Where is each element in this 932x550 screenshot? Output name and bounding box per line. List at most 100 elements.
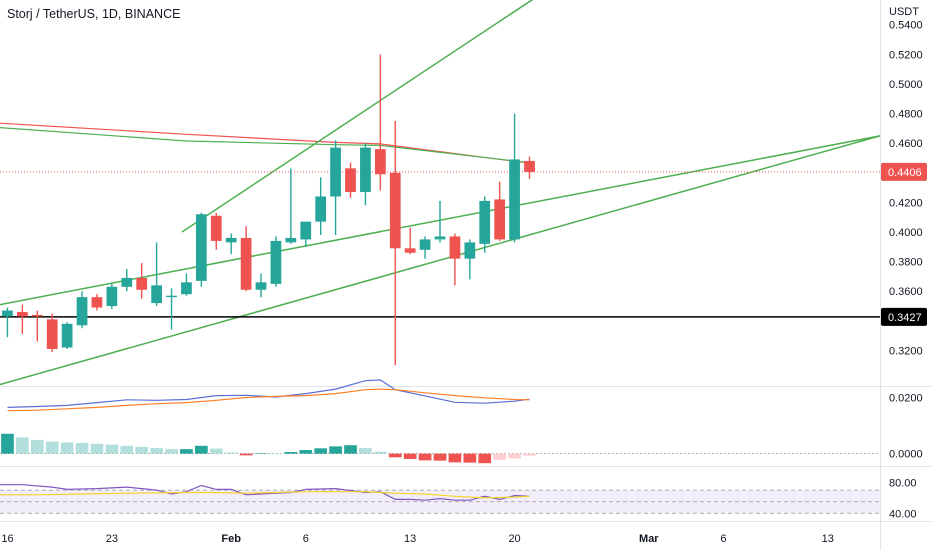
macd-histogram-bar bbox=[60, 442, 74, 454]
macd-histogram-bar bbox=[16, 437, 29, 454]
macd-histogram-bar bbox=[448, 453, 462, 463]
candle-up bbox=[151, 285, 162, 304]
macd-histogram-bar bbox=[165, 449, 178, 454]
candle-down bbox=[374, 149, 386, 175]
time-tick-label: 13 bbox=[404, 533, 416, 545]
candle-up bbox=[464, 242, 476, 259]
last-price-label: 0.4406 bbox=[888, 167, 922, 179]
candle-down bbox=[136, 277, 148, 290]
time-tick-label: 23 bbox=[106, 533, 118, 545]
candle-up bbox=[509, 159, 520, 240]
candle-up bbox=[255, 282, 267, 290]
time-tick-label: 20 bbox=[508, 533, 520, 545]
time-tick-label: Feb bbox=[221, 533, 241, 545]
candle-up bbox=[300, 221, 312, 240]
candle-up bbox=[76, 297, 88, 326]
macd-histogram-bar bbox=[403, 453, 417, 459]
macd-tick-label: 0.0200 bbox=[889, 393, 923, 405]
candle-up bbox=[434, 236, 446, 240]
trendline bbox=[0, 135, 880, 386]
macd-histogram-bar bbox=[508, 453, 521, 459]
candle-up bbox=[106, 286, 118, 307]
macd-histogram-bar bbox=[75, 442, 89, 454]
macd-histogram-bar bbox=[284, 451, 298, 454]
macd-histogram-bar bbox=[180, 449, 193, 454]
macd-histogram-bar bbox=[463, 453, 477, 463]
macd-histogram-bar bbox=[1, 433, 14, 454]
macd-histogram-bar bbox=[374, 451, 387, 454]
rsi-tick-label: 40.00 bbox=[889, 508, 917, 520]
macd-histogram-bar bbox=[150, 448, 163, 454]
candle-up bbox=[360, 147, 371, 193]
macd-histogram-bar bbox=[314, 448, 328, 454]
candle-down bbox=[31, 314, 43, 317]
candle-down bbox=[17, 311, 28, 317]
macd-histogram-bar bbox=[120, 445, 134, 454]
price-tick-label: 0.3800 bbox=[889, 257, 923, 269]
candle-down bbox=[345, 168, 356, 193]
candle-down bbox=[46, 319, 58, 349]
time-tick-label: 16 bbox=[1, 533, 13, 545]
candle-up bbox=[2, 310, 13, 317]
macd-histogram-bar bbox=[269, 453, 283, 455]
candle-up bbox=[330, 147, 341, 197]
macd-histogram-bar bbox=[329, 446, 342, 454]
candle-up bbox=[195, 214, 207, 281]
macd-histogram-bar bbox=[254, 453, 268, 454]
macd-histogram-bar bbox=[30, 439, 44, 454]
candle-up bbox=[270, 240, 282, 284]
candle-up bbox=[419, 239, 431, 250]
time-tick-label: 6 bbox=[720, 533, 726, 545]
macd-histogram-bar bbox=[90, 443, 104, 454]
price-tick-label: 0.3600 bbox=[889, 286, 923, 298]
macd-tick-label: 0.0000 bbox=[889, 449, 923, 461]
time-tick-label: 6 bbox=[303, 533, 309, 545]
macd-histogram-bar bbox=[433, 453, 447, 461]
macd-histogram-bar bbox=[388, 453, 402, 458]
macd-histogram-bar bbox=[45, 441, 59, 454]
rsi-band bbox=[0, 490, 880, 514]
last-price-tag bbox=[881, 162, 927, 181]
candle-down bbox=[404, 248, 416, 253]
candle-down bbox=[240, 237, 252, 290]
price-tick-label: 0.5200 bbox=[889, 49, 923, 61]
price-plot bbox=[0, 0, 880, 386]
macd-histogram-bar bbox=[359, 448, 372, 454]
macd-histogram-bar bbox=[239, 453, 253, 456]
rsi-tick-label: 80.00 bbox=[889, 477, 917, 489]
time-tick-label: Mar bbox=[639, 533, 659, 545]
candle-up bbox=[181, 282, 192, 295]
macd-histogram-bar bbox=[195, 445, 208, 454]
candle-down bbox=[389, 172, 401, 249]
candle-up bbox=[479, 200, 491, 244]
rsi-ma-line bbox=[0, 491, 530, 499]
candle-up bbox=[166, 295, 177, 298]
candle-down bbox=[91, 297, 103, 308]
price-tick-label: 0.5400 bbox=[889, 20, 923, 32]
candle-down bbox=[524, 160, 535, 172]
candle-up bbox=[285, 237, 297, 243]
support-price-tag bbox=[881, 307, 927, 326]
macd-histogram-bar bbox=[224, 452, 238, 454]
price-tick-label: 0.3200 bbox=[889, 345, 923, 357]
candle-down bbox=[449, 236, 461, 259]
price-tick-label: 0.5000 bbox=[889, 79, 923, 91]
macd-histogram-bar bbox=[105, 444, 119, 454]
trendline bbox=[181, 0, 534, 233]
macd-histogram-bar bbox=[209, 448, 223, 454]
candle-up bbox=[121, 277, 133, 287]
candle-up bbox=[61, 323, 73, 348]
price-tick-label: 0.4600 bbox=[889, 138, 923, 150]
macd-histogram-bar bbox=[299, 450, 313, 454]
price-axis-unit: USDT bbox=[889, 6, 919, 18]
candle-up bbox=[315, 196, 327, 222]
macd-histogram-bar bbox=[418, 453, 432, 461]
candle-down bbox=[494, 199, 506, 240]
support-price-label: 0.3427 bbox=[888, 312, 922, 324]
chart-title: Storj / TetherUS, 1D, BINANCE bbox=[7, 7, 181, 21]
macd-histogram-bar bbox=[478, 453, 492, 464]
rsi-line bbox=[0, 484, 530, 501]
macd-histogram-bar bbox=[135, 446, 149, 454]
price-tick-label: 0.4000 bbox=[889, 227, 923, 239]
